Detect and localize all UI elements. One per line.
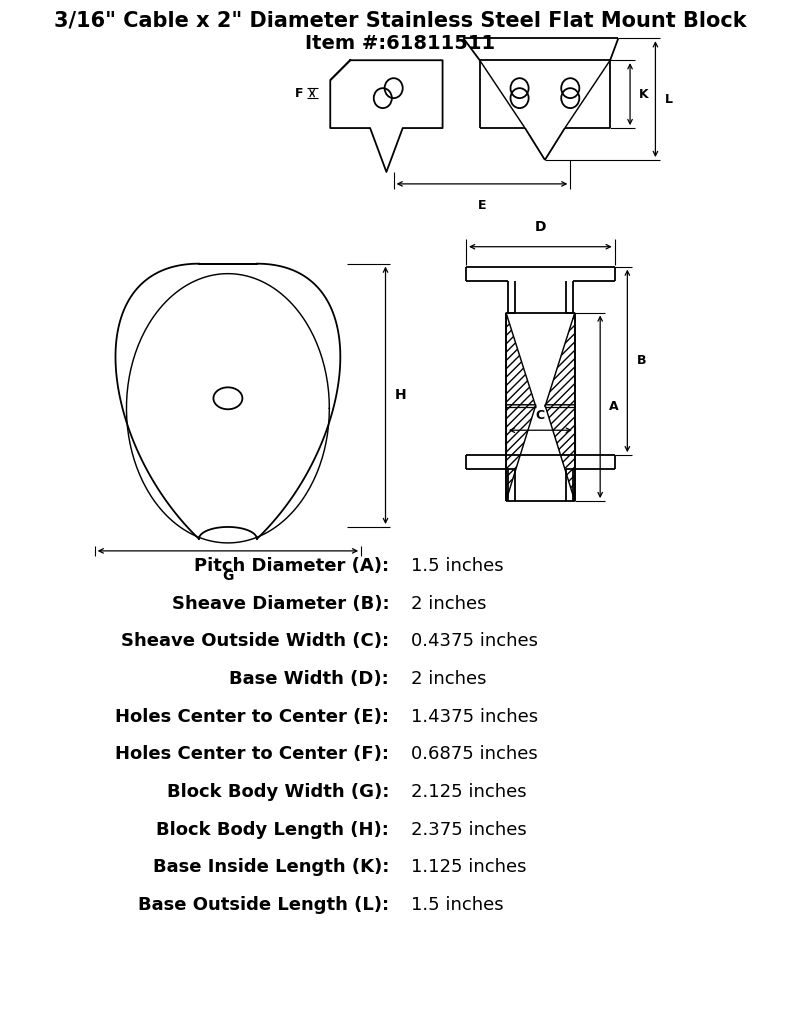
Text: Base Inside Length (K):: Base Inside Length (K): [153,859,389,876]
Text: F: F [294,87,303,100]
Text: K: K [639,88,649,101]
Text: 1.5 inches: 1.5 inches [411,896,503,914]
Text: 0.4375 inches: 0.4375 inches [411,632,538,650]
Text: 2 inches: 2 inches [411,594,486,613]
Text: 2 inches: 2 inches [411,670,486,688]
Text: Item #:61811511: Item #:61811511 [305,35,495,53]
Text: Sheave Outside Width (C):: Sheave Outside Width (C): [121,632,389,650]
Text: Block Body Length (H):: Block Body Length (H): [156,821,389,838]
Text: Holes Center to Center (E):: Holes Center to Center (E): [115,708,389,726]
Text: B: B [636,354,646,368]
Polygon shape [506,312,536,406]
Text: E: E [478,199,486,211]
Text: G: G [222,569,234,583]
Text: C: C [536,409,545,423]
Text: Base Width (D):: Base Width (D): [230,670,389,688]
Text: D: D [534,220,546,234]
Polygon shape [545,404,575,501]
Text: 1.125 inches: 1.125 inches [411,859,526,876]
Text: 2.125 inches: 2.125 inches [411,783,526,801]
Text: Block Body Width (G):: Block Body Width (G): [166,783,389,801]
Text: 2.375 inches: 2.375 inches [411,821,526,838]
Text: 1.4375 inches: 1.4375 inches [411,708,538,726]
Text: L: L [665,93,673,105]
Text: H: H [394,388,406,402]
Polygon shape [506,404,536,501]
Polygon shape [545,312,575,406]
Text: Holes Center to Center (F):: Holes Center to Center (F): [115,745,389,764]
Text: Pitch Diameter (A):: Pitch Diameter (A): [194,556,389,575]
Text: 3/16" Cable x 2" Diameter Stainless Steel Flat Mount Block: 3/16" Cable x 2" Diameter Stainless Stee… [54,10,746,31]
Text: 1.5 inches: 1.5 inches [411,556,503,575]
Text: A: A [610,400,619,414]
Text: 0.6875 inches: 0.6875 inches [411,745,538,764]
Text: Base Outside Length (L):: Base Outside Length (L): [138,896,389,914]
Text: Sheave Diameter (B):: Sheave Diameter (B): [171,594,389,613]
